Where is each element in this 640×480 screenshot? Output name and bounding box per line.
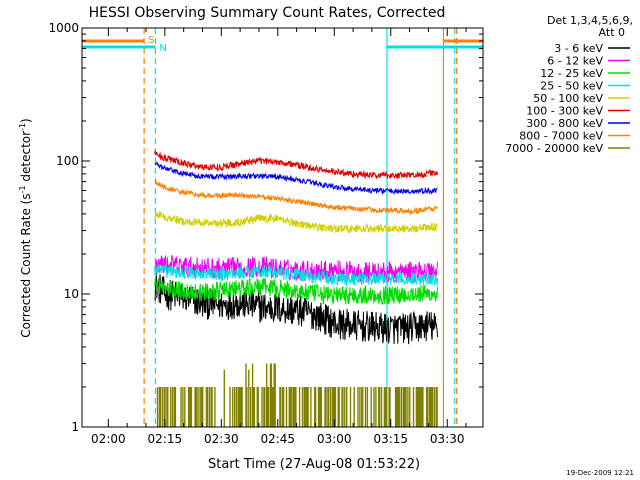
x-tick-label: 03:15 — [373, 432, 408, 446]
series-line — [154, 161, 438, 196]
x-axis-label: Start Time (27-Aug-08 01:53:22) — [208, 457, 420, 472]
series-line — [156, 363, 438, 427]
y-tick-label: 100 — [56, 154, 79, 168]
y-axis-label-end: ) — [19, 118, 33, 123]
legend-header-line1: Det 1,3,4,5,6,9, — [547, 14, 633, 27]
y-tick-label: 1000 — [48, 21, 79, 35]
legend-label: 6 - 12 keV — [547, 55, 603, 68]
series-line — [154, 150, 438, 180]
flag-marker-label: S — [148, 35, 154, 46]
flag-marker-label: N — [159, 43, 166, 54]
series-line — [154, 211, 438, 234]
y-axis-label: Corrected Count Rate (s-1 detector-1) — [18, 118, 33, 337]
x-tick-label: 02:45 — [260, 432, 295, 446]
series-line — [154, 179, 438, 216]
legend-header-line2: Att 0 — [599, 26, 625, 39]
flag-bar — [386, 45, 483, 49]
y-tick-label: 1 — [71, 420, 79, 434]
legend-label: 800 - 7000 keV — [519, 130, 603, 143]
y-tick-label: 10 — [64, 287, 79, 301]
x-tick-label: 02:30 — [204, 432, 239, 446]
legend-label: 12 - 25 keV — [540, 67, 603, 80]
generation-timestamp: 19-Dec-2009 12:21 — [566, 469, 634, 477]
series-line — [154, 277, 438, 306]
y-axis-label-sup2: -1 — [18, 123, 27, 131]
chart-title: HESSI Observing Summary Count Rates, Cor… — [89, 5, 446, 21]
x-tick-label: 02:00 — [91, 432, 126, 446]
plot-frame — [81, 27, 484, 428]
series-line — [154, 263, 438, 287]
legend-label: 3 - 6 keV — [554, 42, 603, 55]
y-axis-label-sup1: -1 — [18, 185, 27, 193]
flag-bar — [82, 39, 145, 43]
y-axis-label-mid: detector — [19, 131, 33, 186]
legend-label: 300 - 800 keV — [526, 117, 603, 130]
x-tick-label: 02:15 — [148, 432, 183, 446]
legend-label: 25 - 50 keV — [540, 80, 603, 93]
flag-bar — [82, 45, 156, 49]
series-line — [154, 254, 438, 284]
y-axis-label-main: Corrected Count Rate (s — [19, 193, 33, 337]
legend-label: 7000 - 20000 keV — [505, 142, 603, 155]
flag-bar — [443, 39, 483, 43]
x-tick-label: 03:00 — [317, 432, 352, 446]
legend-label: 100 - 300 keV — [526, 105, 603, 118]
x-tick-label: 03:30 — [430, 432, 465, 446]
legend-label: 50 - 100 keV — [533, 92, 603, 105]
